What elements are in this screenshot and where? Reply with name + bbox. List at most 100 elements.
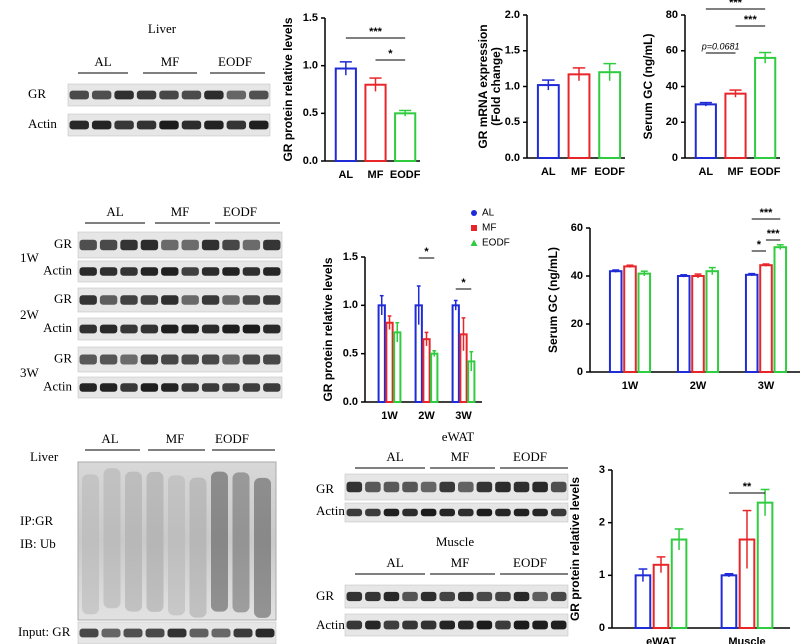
significance-label: ***: [744, 14, 758, 26]
y-axis-label: GR protein relative levels: [568, 477, 582, 621]
bar: [536, 84, 560, 159]
significance-label: *: [388, 48, 393, 60]
band: [99, 324, 118, 334]
band: [550, 620, 567, 630]
band: [140, 324, 159, 334]
band: [161, 267, 179, 276]
x-tick-label: 2W: [690, 380, 707, 392]
y-axis-label: GR protein relative levels: [281, 17, 295, 161]
band: [365, 620, 381, 630]
band: [263, 354, 281, 365]
y-tick-label: 1.5: [303, 12, 318, 24]
band: [495, 591, 511, 602]
ib-label: IB: Ub: [20, 536, 56, 551]
band: [181, 267, 199, 276]
band: [161, 324, 179, 334]
band: [346, 508, 363, 517]
chart: 0.0 0.5 1.0 1.5 GR protein relative levels 1W…: [321, 208, 510, 422]
y-tick-label: 0.5: [505, 116, 520, 128]
legend-label: MF: [482, 223, 496, 234]
y-tick-label: 3: [599, 464, 605, 476]
band: [439, 591, 455, 602]
band: [114, 90, 134, 100]
significance-label: **: [743, 481, 752, 493]
charts: 0.0 0.5 1.0 1.5 GR protein relative levels AL…: [281, 0, 800, 644]
x-tick-label: 3W: [758, 380, 775, 392]
legend-label: EODF: [482, 238, 510, 249]
band: [140, 383, 159, 392]
band: [242, 354, 261, 365]
band: [79, 324, 97, 334]
band: [346, 620, 363, 630]
row-label: GR: [316, 481, 334, 496]
band: [201, 295, 220, 305]
band: [402, 620, 418, 630]
y-tick-label: 20: [666, 116, 678, 128]
band: [532, 508, 548, 517]
group-label: AL: [94, 54, 111, 69]
band: [242, 267, 261, 276]
band: [255, 628, 275, 638]
band: [161, 295, 179, 305]
y-tick-label: 1: [599, 569, 605, 581]
band: [136, 90, 157, 100]
group-label: EODF: [223, 204, 257, 219]
y-axis-label: Serum GC (ng/mL): [641, 33, 655, 139]
band: [222, 383, 240, 392]
band: [365, 481, 381, 493]
band: [204, 90, 224, 100]
band: [201, 354, 220, 365]
ip-label: IP:GR: [20, 513, 54, 528]
y-tick-label: 0.0: [505, 152, 520, 164]
band: [161, 383, 179, 392]
band: [550, 508, 567, 517]
band: [120, 383, 138, 392]
band: [120, 354, 138, 365]
band: [159, 90, 179, 100]
band: [161, 239, 179, 251]
blots: Liver AL MF EODF GR Actin AL MF EODF GR Actin GR Act…: [18, 21, 569, 644]
band: [532, 591, 548, 602]
band: [383, 620, 400, 630]
smear: [146, 471, 164, 612]
row-label: GR: [28, 86, 46, 101]
band: [222, 267, 240, 276]
band: [420, 620, 437, 630]
blot-strip: [344, 502, 569, 523]
bar: [451, 304, 460, 404]
band: [181, 354, 199, 365]
band: [263, 383, 281, 392]
band: [222, 324, 240, 334]
y-tick-label: 40: [571, 270, 583, 282]
bar: [676, 275, 691, 373]
group-label: AL: [386, 449, 403, 464]
blot-strip: [344, 584, 569, 609]
group-label: MF: [166, 431, 185, 446]
blot-strip: [77, 376, 283, 399]
band: [458, 591, 474, 602]
row-label: Actin: [43, 262, 72, 277]
band: [383, 508, 400, 517]
band: [79, 354, 97, 365]
band: [123, 628, 143, 638]
band: [532, 481, 548, 493]
x-tick-label: MF: [728, 166, 744, 178]
band: [513, 508, 530, 517]
bar: [393, 331, 402, 403]
band: [79, 267, 97, 276]
bar: [385, 321, 394, 404]
band: [263, 324, 281, 334]
group-label: MF: [161, 54, 180, 69]
chart: 0 1 2 3 GR protein relative levels eWAT Muscle…: [568, 464, 790, 644]
time-label: 2W: [20, 307, 40, 322]
band: [120, 239, 138, 251]
bar: [598, 71, 622, 159]
band: [140, 239, 159, 251]
band: [439, 508, 455, 517]
band: [458, 620, 474, 630]
band: [201, 239, 220, 251]
significance-label: *: [757, 239, 762, 251]
bar: [652, 563, 670, 629]
band: [233, 628, 253, 638]
